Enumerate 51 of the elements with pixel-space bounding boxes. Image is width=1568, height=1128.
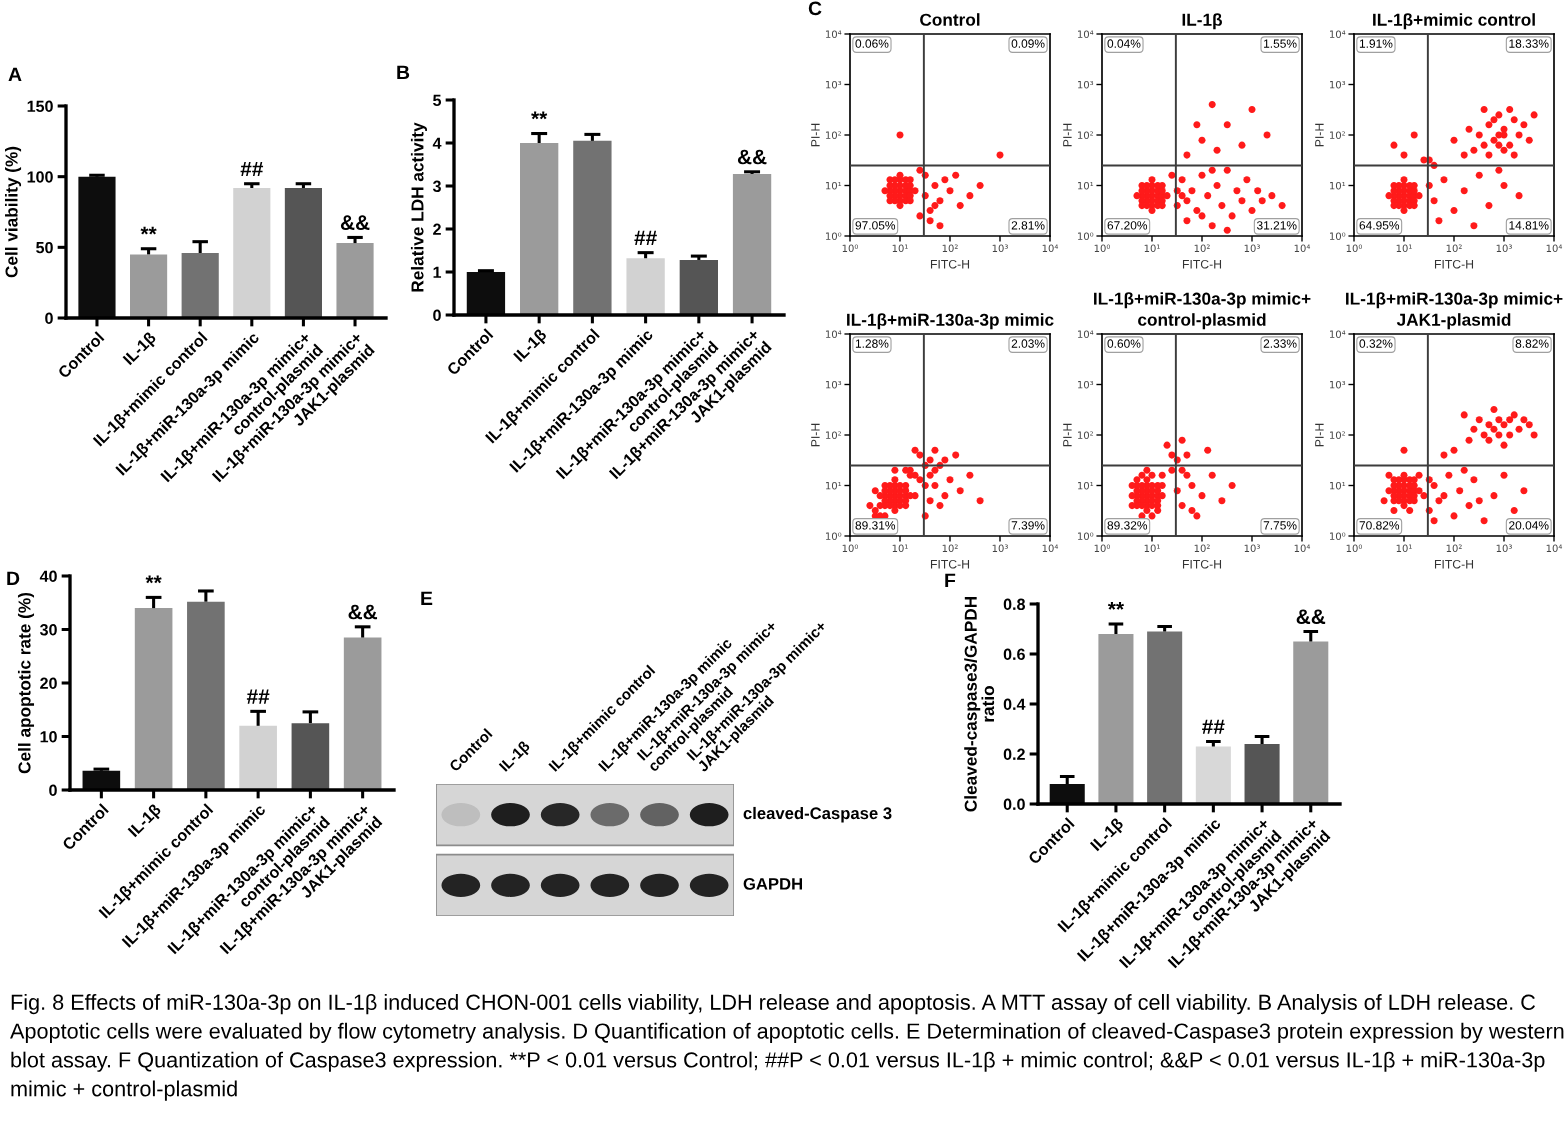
y-tick-label: 4 xyxy=(432,137,442,149)
y-tick-label: 10 xyxy=(40,731,57,743)
y-tick-label: 30 xyxy=(39,624,57,636)
annotation: ## xyxy=(246,689,270,704)
text: cleaved-Caspase 3 xyxy=(743,806,892,823)
chart-title: IL-1β+mimic control xyxy=(1373,13,1535,30)
y-tick-label: 150 xyxy=(27,100,53,112)
y-tick-label: 0.8 xyxy=(1003,598,1026,610)
text: F xyxy=(945,573,956,588)
y-tick-label: 3 xyxy=(432,180,441,193)
annotation: && xyxy=(737,149,767,165)
chart-title: IL-1β xyxy=(1182,13,1222,30)
text: C xyxy=(808,1,822,16)
y-tick-label: 0 xyxy=(433,309,441,321)
y-axis-title: Cell viability (%) xyxy=(5,146,22,278)
annotation: && xyxy=(340,215,370,230)
chart-title: IL-1β+miR-130a-3p mimic+ JAK1-plasmid xyxy=(1346,292,1563,330)
caption: Fig. 8 Effects of miR-130a-3p on IL-1β induced CHON-001 cells viability, LDH release and apoptosis. A MTT assay of cell viability. B Analysis of LDH release. C Apoptotic cells were evaluated by flow cytometry analysis. D Quantification of apoptotic cells. E Determination of cleaved-Caspase3 protein expression by western blot assay. F Quantization of Caspase3 expression. **P < 0.01 versus Control; ##P < 0.01 versus IL-1β + mimic control; &&P < 0.01 versus IL-1β + miR-130a-3p mimic + control-plasmid xyxy=(10,994,1564,1101)
annotation: ** xyxy=(145,575,162,584)
annotation: ** xyxy=(1107,602,1125,610)
y-tick-label: 1 xyxy=(433,266,442,278)
annotation: && xyxy=(348,604,378,620)
y-tick-label: 0.6 xyxy=(1003,648,1025,660)
annotation: ## xyxy=(1202,719,1225,734)
chart-title: IL-1β+miR-130a-3p mimic+ control-plasmid xyxy=(1094,292,1311,330)
y-tick-label: 0.4 xyxy=(1003,698,1026,710)
annotation: ** xyxy=(531,111,548,120)
y-tick-label: 2 xyxy=(433,223,441,235)
y-axis-title: Cleaved-caspase3/GAPDH ratio xyxy=(964,596,995,812)
annotation: ## xyxy=(240,161,264,177)
text: E xyxy=(421,591,433,606)
y-tick-label: 0.0 xyxy=(1003,798,1025,810)
y-tick-label: 20 xyxy=(40,677,57,689)
y-tick-label: 50 xyxy=(36,241,53,254)
y-tick-label: 0.2 xyxy=(1003,748,1025,760)
y-axis-title: Relative LDH activity xyxy=(410,122,427,292)
text: B xyxy=(397,65,410,80)
text: A xyxy=(8,67,22,82)
y-tick-label: 5 xyxy=(433,94,442,106)
y-tick-label: 40 xyxy=(39,570,57,582)
annotation: && xyxy=(1296,609,1326,625)
y-tick-label: 0 xyxy=(49,784,57,796)
text: GAPDH xyxy=(743,877,803,890)
annotation: ## xyxy=(634,230,657,245)
chart-title: IL-1β+miR-130a-3p mimic xyxy=(847,313,1054,330)
annotation: ** xyxy=(140,226,157,235)
y-tick-label: 0 xyxy=(45,312,53,324)
chart-title: Control xyxy=(920,13,980,26)
y-tick-label: 100 xyxy=(27,171,53,183)
text: D xyxy=(7,571,20,586)
y-axis-title: Cell apoptotic rate (%) xyxy=(17,592,35,774)
